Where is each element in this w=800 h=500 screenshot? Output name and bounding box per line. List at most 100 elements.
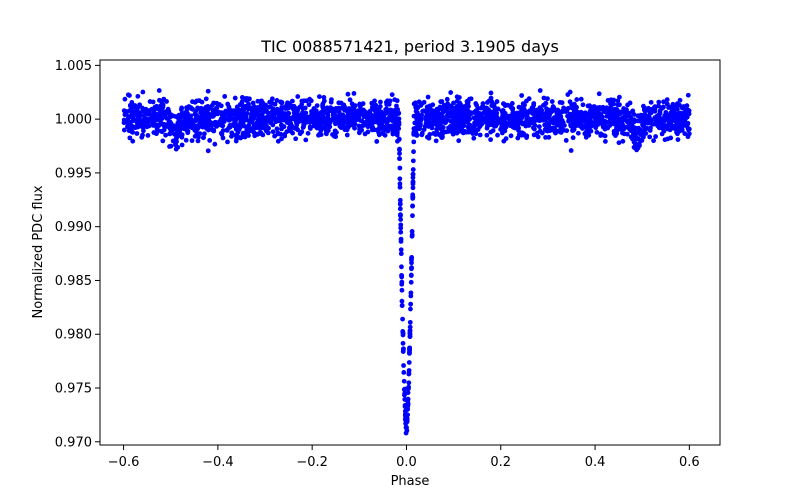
data-point <box>126 128 132 134</box>
data-point <box>441 102 447 108</box>
data-point <box>552 129 558 135</box>
data-point <box>316 122 321 128</box>
data-point <box>197 117 203 123</box>
data-point <box>584 129 590 135</box>
data-point <box>212 141 218 147</box>
data-point <box>439 99 445 104</box>
data-point <box>405 386 411 392</box>
data-point <box>532 123 538 128</box>
data-point <box>243 103 249 109</box>
data-point <box>255 98 261 104</box>
data-point <box>215 122 221 128</box>
data-point <box>654 113 660 119</box>
data-point <box>282 104 288 110</box>
data-point <box>541 95 547 101</box>
data-point <box>594 117 599 123</box>
data-point <box>495 121 500 126</box>
data-point <box>378 99 383 105</box>
data-point <box>447 124 453 129</box>
data-point <box>499 121 505 126</box>
data-point <box>542 122 548 128</box>
data-point <box>468 96 474 102</box>
data-point <box>397 184 403 190</box>
data-point <box>592 122 598 128</box>
data-point <box>473 101 479 106</box>
data-point <box>147 99 153 104</box>
data-point <box>397 181 403 187</box>
data-point <box>415 104 421 110</box>
data-point <box>449 106 455 111</box>
data-point <box>580 102 586 108</box>
data-point <box>490 103 496 109</box>
data-point <box>300 125 306 130</box>
data-point <box>491 123 497 129</box>
x-tick-label: 0.2 <box>490 455 511 470</box>
data-point <box>273 111 279 116</box>
data-point <box>397 146 402 152</box>
data-point <box>144 124 150 130</box>
data-point <box>527 116 533 122</box>
data-point <box>553 115 559 120</box>
data-point <box>397 151 402 156</box>
data-point <box>568 148 574 153</box>
data-point <box>661 128 667 134</box>
data-point <box>231 123 237 128</box>
data-point <box>520 112 526 118</box>
data-point <box>549 99 555 104</box>
data-point <box>512 125 518 131</box>
data-point <box>459 123 465 129</box>
data-point <box>121 120 127 126</box>
data-point <box>468 124 474 129</box>
data-point <box>399 279 405 285</box>
data-point <box>246 122 252 128</box>
data-point <box>682 116 688 122</box>
data-point <box>389 92 395 98</box>
data-point <box>495 117 501 123</box>
data-point <box>675 137 681 143</box>
data-point <box>473 108 479 114</box>
data-point <box>329 97 334 103</box>
chart-title: TIC 0088571421, period 3.1905 days <box>260 37 559 56</box>
data-point <box>571 120 577 125</box>
data-point <box>199 99 205 105</box>
data-point <box>374 106 379 112</box>
data-point <box>350 119 356 125</box>
data-point <box>342 115 348 121</box>
y-tick-label: 0.970 <box>55 435 92 450</box>
data-point <box>548 109 554 115</box>
data-point <box>397 197 403 203</box>
data-point <box>598 112 604 117</box>
data-point <box>407 319 413 325</box>
data-point <box>488 137 494 143</box>
data-point <box>249 107 255 113</box>
data-point <box>600 120 606 126</box>
data-point <box>437 104 443 110</box>
data-point <box>647 134 653 140</box>
data-point <box>652 105 658 111</box>
data-point <box>265 130 271 136</box>
data-point <box>402 386 408 392</box>
data-point <box>202 105 208 111</box>
data-point <box>398 217 404 222</box>
data-point <box>545 96 550 102</box>
data-point <box>347 122 353 128</box>
data-point <box>318 111 324 117</box>
data-point <box>134 117 140 123</box>
data-point <box>387 114 392 120</box>
data-point <box>301 98 307 104</box>
data-point <box>639 138 645 143</box>
data-point <box>480 103 486 109</box>
data-point <box>396 119 402 125</box>
data-point <box>154 111 160 117</box>
data-point <box>294 106 299 111</box>
data-point <box>677 110 683 116</box>
data-point <box>134 131 140 136</box>
data-point <box>373 102 379 108</box>
data-point <box>122 96 128 102</box>
data-point <box>409 266 414 272</box>
data-point <box>456 138 462 144</box>
data-point <box>192 99 198 105</box>
data-point <box>425 94 431 100</box>
data-point <box>369 127 375 133</box>
data-point <box>417 126 422 132</box>
